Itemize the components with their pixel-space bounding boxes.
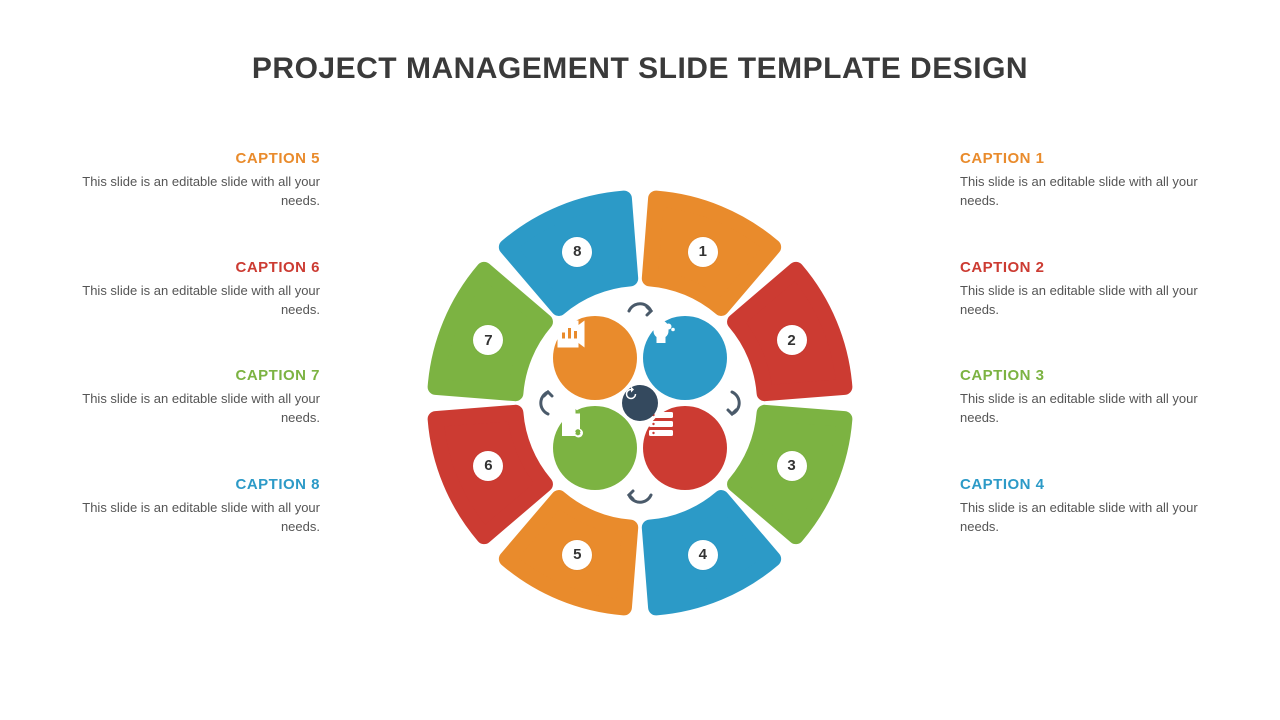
segment-4-badge: 4 <box>688 540 718 570</box>
caption-1-desc: This slide is an editable slide with all… <box>960 173 1220 211</box>
cycle-arrow-2 <box>718 386 752 420</box>
caption-4-label: CAPTION 4 <box>960 476 1220 493</box>
caption-2-label: CAPTION 2 <box>960 259 1220 276</box>
caption-3: CAPTION 3 This slide is an editable slide… <box>960 367 1220 428</box>
caption-3-label: CAPTION 3 <box>960 367 1220 384</box>
caption-6-desc: This slide is an editable slide with all… <box>60 282 320 320</box>
page-title: PROJECT MANAGEMENT SLIDE TEMPLATE DESIGN <box>0 52 1280 86</box>
segment-1-badge: 1 <box>688 237 718 267</box>
segment-6-badge: 6 <box>473 451 503 481</box>
caption-8: CAPTION 8 This slide is an editable slide… <box>60 476 320 537</box>
cycle-arrow-4 <box>528 386 562 420</box>
caption-3-desc: This slide is an editable slide with all… <box>960 390 1220 428</box>
caption-1: CAPTION 1 This slide is an editable slide… <box>960 150 1220 211</box>
caption-5-desc: This slide is an editable slide with all… <box>60 173 320 211</box>
caption-5: CAPTION 5 This slide is an editable slide… <box>60 150 320 211</box>
caption-8-desc: This slide is an editable slide with all… <box>60 499 320 537</box>
inner-brain-icon <box>643 316 727 400</box>
segment-8-badge: 8 <box>562 237 592 267</box>
caption-5-label: CAPTION 5 <box>60 150 320 167</box>
caption-6: CAPTION 6 This slide is an editable slide… <box>60 259 320 320</box>
segment-2-badge: 2 <box>777 325 807 355</box>
cycle-arrow-3 <box>623 481 657 515</box>
caption-2: CAPTION 2 This slide is an editable slide… <box>960 259 1220 320</box>
caption-2-desc: This slide is an editable slide with all… <box>960 282 1220 320</box>
caption-4: CAPTION 4 This slide is an editable slide… <box>960 476 1220 537</box>
captions-right: CAPTION 1 This slide is an editable slide… <box>960 150 1220 585</box>
caption-4-desc: This slide is an editable slide with all… <box>960 499 1220 537</box>
caption-1-label: CAPTION 1 <box>960 150 1220 167</box>
segment-5-badge: 5 <box>562 540 592 570</box>
segment-3-badge: 3 <box>777 451 807 481</box>
inner-docgear-icon <box>553 406 637 490</box>
center-refresh-icon <box>622 385 658 421</box>
segment-7-badge: 7 <box>473 325 503 355</box>
inner-server-icon <box>643 406 727 490</box>
caption-8-label: CAPTION 8 <box>60 476 320 493</box>
caption-7-desc: This slide is an editable slide with all… <box>60 390 320 428</box>
caption-6-label: CAPTION 6 <box>60 259 320 276</box>
caption-7: CAPTION 7 This slide is an editable slide… <box>60 367 320 428</box>
cycle-arrow-1 <box>623 291 657 325</box>
cycle-diagram: 1 2 3 4 5 6 7 8 <box>420 183 860 623</box>
captions-left: CAPTION 5 This slide is an editable slide… <box>60 150 320 585</box>
caption-7-label: CAPTION 7 <box>60 367 320 384</box>
